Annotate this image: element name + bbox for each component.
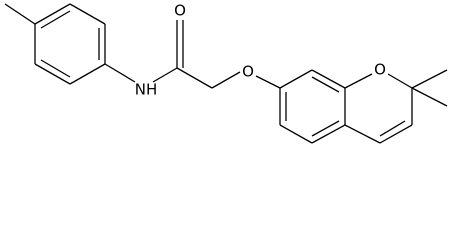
bond: [34, 63, 71, 85]
bond: [69, 3, 106, 25]
bond: [176, 67, 213, 89]
bond: [279, 69, 313, 89]
bond: [311, 124, 346, 144]
bond: [311, 76, 340, 93]
bond: [379, 124, 413, 144]
atom-label: O: [242, 63, 254, 81]
bond: [34, 3, 71, 25]
bond: [4, 3, 36, 25]
atom-label: NH: [135, 81, 158, 99]
bond: [311, 120, 340, 137]
bond: [279, 124, 313, 144]
bond: [104, 63, 136, 83]
bond: [40, 59, 71, 78]
bond: [411, 69, 448, 89]
bond: [387, 73, 413, 89]
bond: [411, 87, 448, 107]
bond: [311, 69, 346, 89]
bond: [344, 73, 373, 89]
bond: [344, 124, 381, 144]
atom-label: O: [374, 61, 386, 79]
bond: [152, 67, 178, 83]
bond: [379, 120, 406, 137]
bond: [69, 63, 106, 85]
bonds: [4, 3, 448, 144]
bond: [255, 75, 281, 89]
atom-label: O: [174, 2, 186, 20]
molecule-diagram: O NH O O: [4, 2, 448, 144]
bond: [211, 71, 241, 89]
bond: [40, 10, 71, 29]
